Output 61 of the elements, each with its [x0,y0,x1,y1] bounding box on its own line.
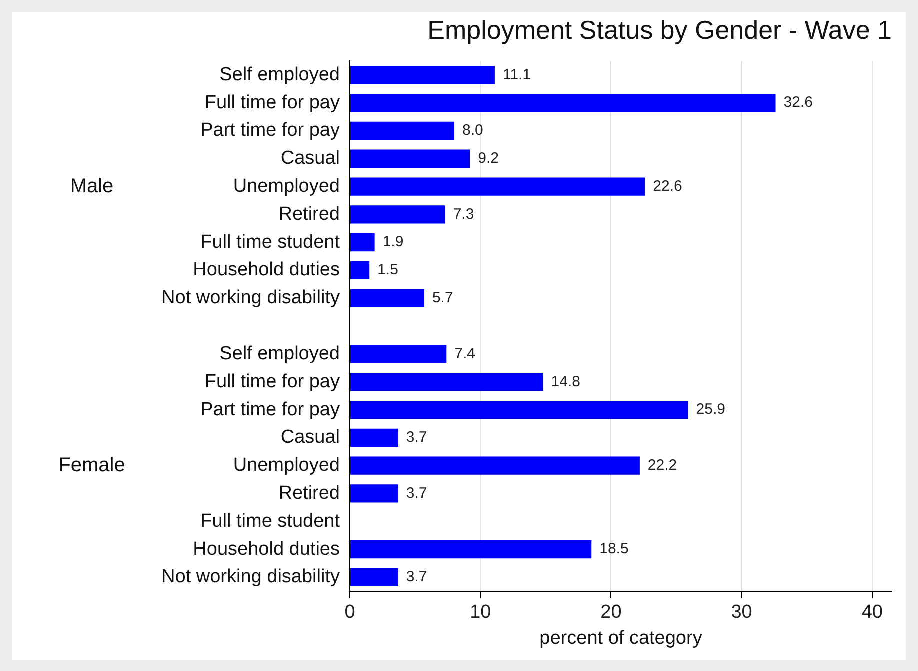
data-label: 7.3 [453,206,474,223]
bar [350,206,446,224]
data-label: 8.0 [462,122,484,140]
x-tick-label: 10 [470,602,492,624]
y-tick-label: Not working disability [162,566,340,588]
y-tick-label: Casual [280,427,340,448]
bar [350,94,776,112]
x-axis-title: percent of category [540,628,703,649]
y-tick-label: Part time for pay [200,399,340,420]
x-tick-label: 0 [344,602,356,624]
y-tick-label: Unemployed [233,455,340,476]
data-label: 32.6 [784,94,813,112]
data-label: 1.9 [382,234,404,251]
bar [350,456,640,475]
data-label: 1.5 [378,262,398,279]
bar [350,150,470,168]
data-label: 14.8 [551,373,580,390]
bar [350,373,544,392]
data-label: 5.7 [432,290,454,307]
bar [350,66,495,84]
data-label: 3.7 [406,484,428,502]
y-tick-label: Full time for pay [204,92,340,114]
bar [350,261,370,280]
data-label: 18.5 [600,540,629,558]
bar [350,484,398,503]
y-tick-label: Part time for pay [200,120,340,142]
y-tick-label: Household duties [193,260,340,281]
text: Male [70,175,114,198]
y-tick-label: Retired [278,482,340,504]
y-tick-label: Household duties [193,538,340,560]
y-tick-label: Full time student [200,232,341,253]
bar [350,400,688,420]
data-label: 3.7 [406,568,428,586]
y-tick-label: Full time student [200,510,341,532]
data-label: 22.2 [648,456,678,474]
bar [350,540,592,559]
y-tick-label: Self employed [220,343,340,364]
y-tick-label: Retired [278,204,340,225]
y-tick-label: Unemployed [233,176,340,198]
data-label: 3.7 [406,429,428,446]
x-tick-label: 20 [600,602,622,624]
bar [350,178,646,196]
bar [350,122,454,140]
data-label: 25.9 [696,401,726,418]
y-tick-label: Full time for pay [204,371,340,392]
x-tick-label: 40 [862,602,883,624]
bar [350,345,447,364]
data-label: 9.2 [478,150,500,168]
x-tick-label: 30 [731,602,752,624]
chart-title: Employment Status by Gender - Wave 1 [428,14,892,45]
data-label: 11.1 [502,66,532,84]
bar [350,568,398,587]
data-label: 22.6 [653,178,682,195]
y-tick-label: Casual [280,148,340,170]
y-tick-label: Not working disability [162,288,340,309]
bar [350,289,424,308]
text: Female [58,454,126,476]
y-tick-label: Self employed [220,64,340,86]
data-label: 7.4 [454,345,476,362]
bar [350,234,375,252]
bar [350,428,398,447]
